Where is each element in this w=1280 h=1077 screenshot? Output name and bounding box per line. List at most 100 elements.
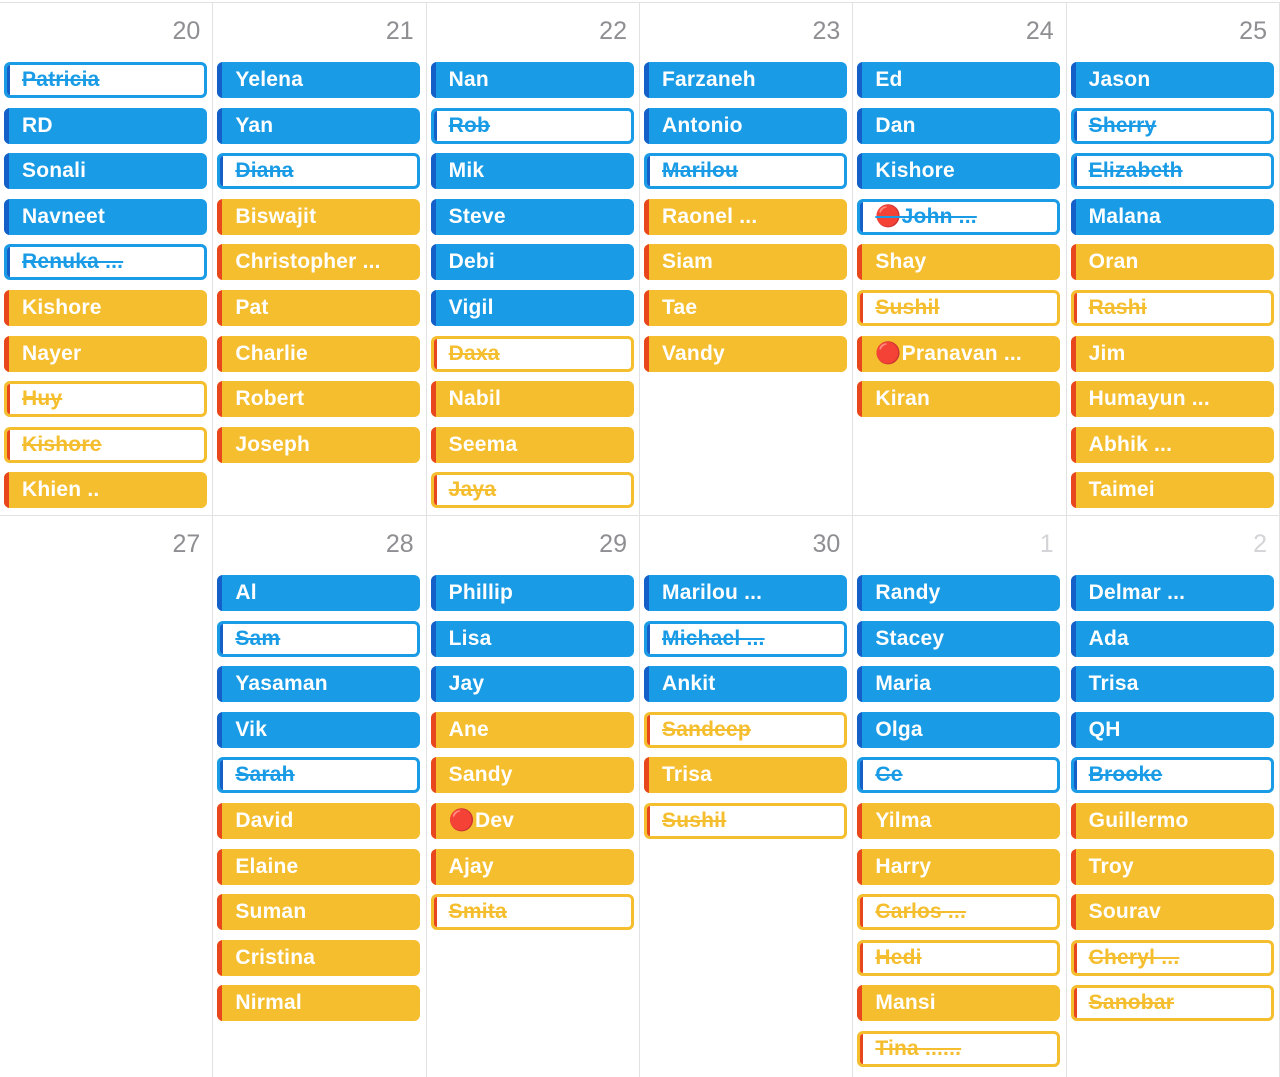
event[interactable]: Oran (1070, 244, 1274, 281)
event[interactable]: Pat (217, 290, 421, 326)
event[interactable]: 🔴Pranavan ... (857, 335, 1061, 372)
event[interactable]: Seema (430, 426, 634, 463)
event[interactable]: Siam (644, 244, 847, 281)
event[interactable]: Kishore (4, 426, 207, 463)
event[interactable]: Marilou (644, 153, 847, 190)
event[interactable]: Debi (430, 244, 634, 281)
event[interactable]: QH (1070, 711, 1274, 748)
event[interactable]: Daxa (430, 335, 634, 372)
event[interactable]: Mik (430, 153, 634, 190)
event[interactable]: Kiran (857, 381, 1061, 418)
event[interactable]: 🔴Dev (430, 803, 634, 839)
event[interactable]: Lisa (430, 620, 634, 657)
event[interactable]: Randy (857, 575, 1061, 611)
event[interactable]: Vigil (430, 290, 634, 326)
event[interactable]: Renuka ... (4, 244, 207, 281)
event[interactable]: Elizabeth (1070, 153, 1274, 190)
event[interactable]: Vandy (644, 335, 847, 372)
event[interactable]: Sanobar (1070, 985, 1274, 1022)
event[interactable]: Smita (430, 894, 634, 931)
event[interactable]: Sushil (644, 803, 847, 839)
event[interactable]: Yelena (217, 62, 421, 98)
event[interactable]: RD (4, 107, 207, 144)
event[interactable]: Sushil (857, 290, 1061, 326)
event[interactable]: Christopher ... (217, 244, 421, 281)
event[interactable]: Ce (857, 757, 1061, 794)
event[interactable]: Rashi (1070, 290, 1274, 326)
event[interactable]: Kishore (4, 290, 207, 326)
event[interactable]: Mansi (857, 985, 1061, 1022)
event[interactable]: Kishore (857, 153, 1061, 190)
event[interactable]: Rob (430, 107, 634, 144)
event[interactable]: Jay (430, 666, 634, 703)
event[interactable]: Yasaman (217, 666, 421, 703)
event[interactable]: Tae (644, 290, 847, 326)
event[interactable]: Cristina (217, 939, 421, 976)
event[interactable]: Yilma (857, 803, 1061, 839)
event[interactable]: Huy (4, 381, 207, 418)
event[interactable]: Olga (857, 711, 1061, 748)
event[interactable]: Suman (217, 894, 421, 931)
event[interactable]: Diana (217, 153, 421, 190)
event[interactable]: Trisa (644, 757, 847, 794)
event[interactable]: Ane (430, 711, 634, 748)
event[interactable]: 🔴John ... (857, 198, 1061, 235)
event[interactable]: Nan (430, 62, 634, 98)
event[interactable]: Brooke (1070, 757, 1274, 794)
event[interactable]: Phillip (430, 575, 634, 611)
event[interactable]: Carlos ... (857, 894, 1061, 931)
event[interactable]: Ed (857, 62, 1061, 98)
event[interactable]: Ada (1070, 620, 1274, 657)
event[interactable]: Vik (217, 711, 421, 748)
event[interactable]: Nabil (430, 381, 634, 418)
event[interactable]: Sonali (4, 153, 207, 190)
event[interactable]: Abhik ... (1070, 426, 1274, 463)
event[interactable]: Jason (1070, 62, 1274, 98)
event[interactable]: Sarah (217, 757, 421, 794)
event[interactable]: Khien .. (4, 472, 207, 509)
event[interactable]: Cheryl ... (1070, 939, 1274, 976)
event[interactable]: Taimei (1070, 472, 1274, 509)
event[interactable]: Sandy (430, 757, 634, 794)
event[interactable]: Biswajit (217, 198, 421, 235)
event[interactable]: Troy (1070, 848, 1274, 885)
event[interactable]: Maria (857, 666, 1061, 703)
event[interactable]: Trisa (1070, 666, 1274, 703)
event[interactable]: Robert (217, 381, 421, 418)
event[interactable]: Yan (217, 107, 421, 144)
event[interactable]: Humayun ... (1070, 381, 1274, 418)
event[interactable]: Nirmal (217, 985, 421, 1022)
event-stripe (644, 575, 649, 611)
event[interactable]: David (217, 803, 421, 839)
event[interactable]: Farzaneh (644, 62, 847, 98)
event[interactable]: Nayer (4, 335, 207, 372)
event[interactable]: Malana (1070, 198, 1274, 235)
event[interactable]: Stacey (857, 620, 1061, 657)
event[interactable]: Sandeep (644, 711, 847, 748)
event[interactable]: Jaya (430, 472, 634, 509)
event[interactable]: Charlie (217, 335, 421, 372)
event[interactable]: Tina ...... (857, 1031, 1061, 1067)
event[interactable]: Ankit (644, 666, 847, 703)
event[interactable]: Joseph (217, 426, 421, 463)
event[interactable]: Hedi (857, 939, 1061, 976)
event[interactable]: Jim (1070, 335, 1274, 372)
event[interactable]: Navneet (4, 198, 207, 235)
event[interactable]: Sam (217, 620, 421, 657)
event[interactable]: Sherry (1070, 107, 1274, 144)
event[interactable]: Harry (857, 848, 1061, 885)
event[interactable]: Sourav (1070, 894, 1274, 931)
event[interactable]: Marilou ... (644, 575, 847, 611)
event[interactable]: Michael ... (644, 620, 847, 657)
event[interactable]: Ajay (430, 848, 634, 885)
event[interactable]: Al (217, 575, 421, 611)
event[interactable]: Raonel ... (644, 198, 847, 235)
event[interactable]: Dan (857, 107, 1061, 144)
event[interactable]: Antonio (644, 107, 847, 144)
event[interactable]: Shay (857, 244, 1061, 281)
event[interactable]: Patricia (4, 62, 207, 98)
event[interactable]: Elaine (217, 848, 421, 885)
event[interactable]: Guillermo (1070, 803, 1274, 839)
event[interactable]: Delmar ... (1070, 575, 1274, 611)
event[interactable]: Steve (430, 198, 634, 235)
